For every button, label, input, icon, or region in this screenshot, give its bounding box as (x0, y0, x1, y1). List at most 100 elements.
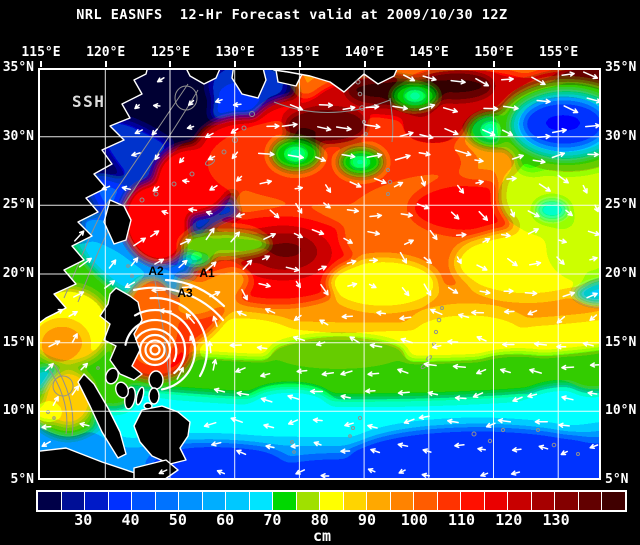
ssh-field-canvas: SSH A2 A1 A3 (0, 3, 640, 545)
current-arrow (524, 290, 538, 297)
current-arrow (236, 449, 247, 456)
current-arrow (230, 416, 243, 423)
colorbar-tick-label: 120 (495, 511, 523, 529)
current-arrow (393, 181, 404, 188)
current-arrow (151, 128, 158, 136)
current-arrow (340, 394, 351, 400)
colorbar-segment (202, 492, 226, 510)
current-arrow (315, 341, 326, 347)
island-outlines (126, 79, 580, 456)
current-arrow (442, 107, 458, 114)
current-arrow (340, 370, 353, 376)
current-arrow (369, 213, 383, 219)
current-arrow (527, 228, 539, 235)
current-arrow (365, 104, 380, 110)
current-arrow (427, 390, 439, 397)
current-arrow (538, 183, 551, 192)
colorbar-tick-label: 110 (447, 511, 476, 529)
lat-tick-label-left: 5°N (10, 472, 34, 487)
current-arrow (317, 126, 332, 132)
current-arrow (480, 471, 489, 478)
lon-tick (492, 61, 495, 67)
current-arrow (423, 256, 432, 264)
current-arrow (510, 470, 521, 476)
colorbar-tick-label: 100 (400, 511, 428, 529)
current-arrow (423, 361, 437, 368)
current-arrow (80, 362, 89, 371)
current-arrow (478, 210, 489, 221)
current-arrow (363, 123, 381, 130)
lon-tick-label: 140°E (344, 45, 385, 60)
current-arrow (178, 157, 185, 164)
lon-tick-label: 115°E (21, 45, 61, 60)
current-arrow (506, 175, 517, 182)
current-arrow (131, 151, 141, 157)
current-arrow (529, 368, 543, 374)
current-arrow (503, 288, 514, 294)
current-arrow (532, 158, 546, 165)
colorbar-segment (602, 492, 625, 510)
current-arrow (367, 230, 381, 236)
current-arrow (365, 388, 376, 394)
current-arrow (74, 230, 85, 242)
current-arrow (562, 291, 576, 298)
current-arrow (419, 103, 436, 111)
current-arrow (294, 185, 304, 191)
colorbar-tick-label: 70 (263, 511, 282, 529)
current-arrow (403, 418, 415, 425)
current-arrow (281, 122, 298, 128)
current-arrow (430, 308, 443, 316)
current-arrow (293, 314, 302, 322)
current-arrow (285, 266, 300, 273)
current-arrow (416, 203, 430, 210)
colorbar-segment (108, 492, 132, 510)
current-arrow (560, 450, 568, 456)
current-arrow (152, 103, 161, 109)
current-arrow (212, 315, 218, 328)
current-arrow (420, 176, 427, 187)
current-arrow (485, 422, 496, 428)
lon-tick-label: 155°E (539, 45, 579, 60)
colorbar-tick-label: 130 (542, 511, 570, 529)
current-arrow (589, 314, 598, 322)
current-arrow (370, 448, 381, 454)
land-china (27, 57, 151, 329)
current-arrow (213, 387, 226, 393)
current-arrow (236, 390, 250, 397)
current-arrow (447, 418, 459, 425)
current-arrow (399, 251, 408, 264)
current-arrow (230, 128, 239, 134)
current-arrow (235, 367, 246, 373)
current-arrow (318, 102, 334, 108)
colorbar-segment (367, 492, 390, 510)
current-arrow (151, 287, 166, 293)
colorbar-segment (555, 492, 578, 510)
current-arrow (502, 341, 515, 348)
land-mindoro (105, 367, 119, 385)
current-arrow (561, 395, 574, 401)
current-arrow (124, 281, 136, 289)
current-arrow (432, 343, 442, 350)
current-arrow (320, 473, 330, 479)
current-arrow (558, 238, 567, 244)
lon-tick (40, 61, 42, 67)
lat-tick-label-right: 15°N (605, 334, 637, 350)
current-arrow (474, 157, 484, 164)
current-arrow (587, 390, 598, 397)
current-arrow (295, 280, 301, 289)
current-arrow (454, 395, 467, 401)
current-arrow (582, 71, 599, 80)
current-arrow (511, 154, 524, 160)
colorbar-segment (390, 492, 414, 510)
current-arrow (44, 362, 54, 372)
current-arrow (455, 149, 472, 157)
current-arrow (476, 335, 487, 342)
current-arrow (309, 388, 324, 395)
current-arrow (317, 265, 327, 271)
current-arrow (450, 79, 466, 85)
colorbar-segment (343, 492, 367, 510)
current-arrow (264, 307, 276, 314)
current-arrow (561, 71, 575, 77)
current-arrow (133, 237, 146, 247)
forecast-map: SSH A2 A1 A3 (0, 3, 640, 545)
